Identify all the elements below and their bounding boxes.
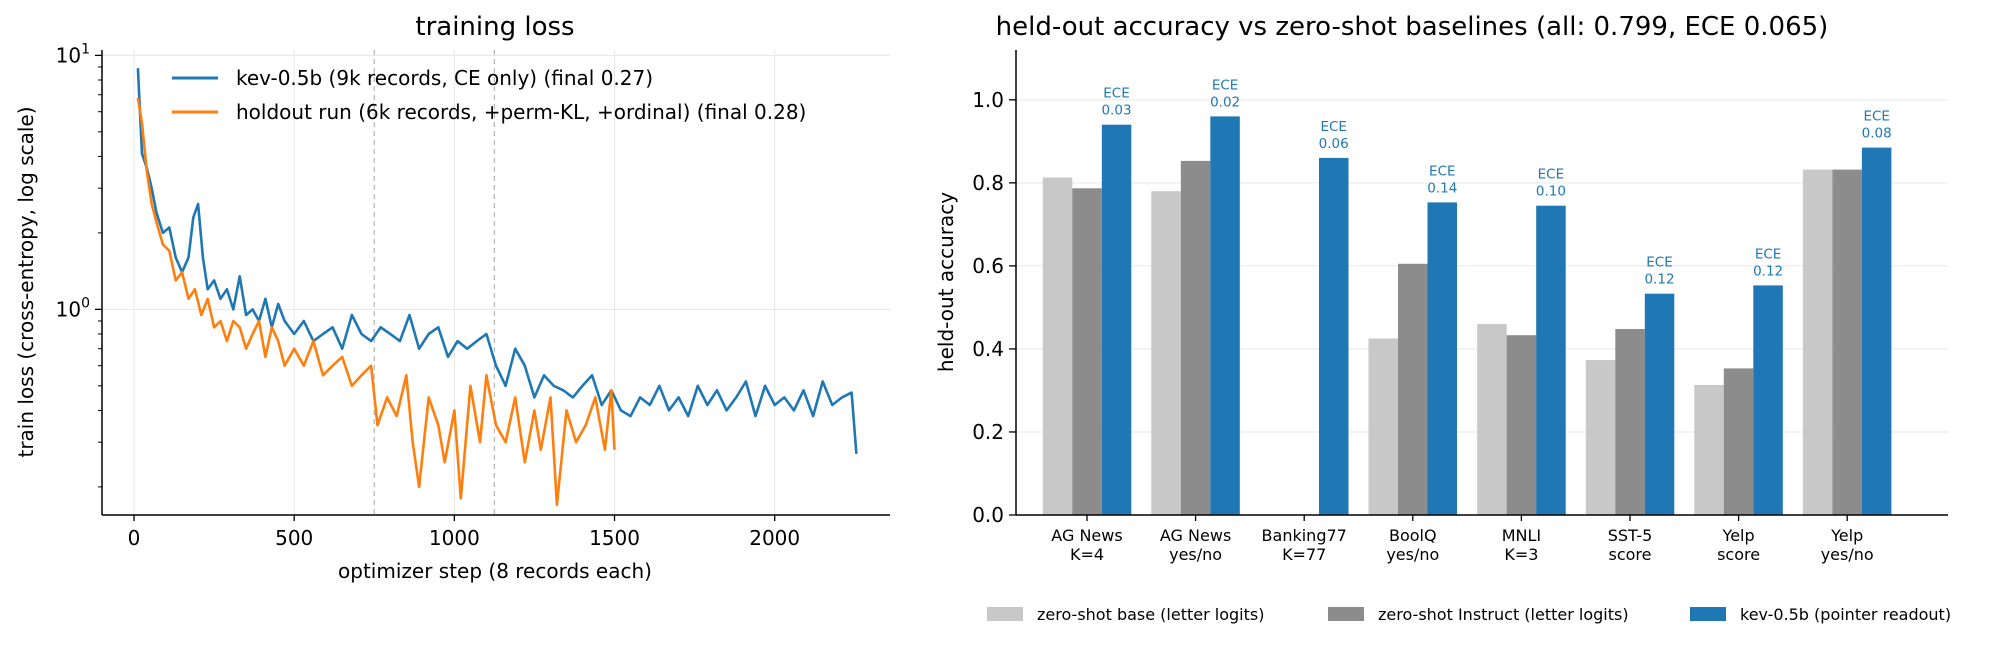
loss-legend: kev-0.5b (9k records, CE only) (final 0.… xyxy=(172,66,806,124)
bar-2-5 xyxy=(1644,293,1675,515)
bar-2-6 xyxy=(1753,285,1783,515)
bar-1-3 xyxy=(1398,263,1428,515)
loss-x-axis-label: optimizer step (8 records each) xyxy=(338,559,652,583)
bar-0-3 xyxy=(1368,338,1398,515)
accuracy-legend-swatch xyxy=(987,607,1023,621)
bar-0-0 xyxy=(1042,177,1073,515)
accuracy-y-tick-label: 0.8 xyxy=(972,171,1004,195)
accuracy-y-tick-label: 0.0 xyxy=(972,503,1004,527)
loss-y-ticks: 100 101 xyxy=(56,41,102,488)
accuracy-legend: zero-shot base (letter logits) zero-shot … xyxy=(987,605,1951,624)
ece-prefix: ECE xyxy=(1320,119,1347,135)
accuracy-y-tick-label: 0.6 xyxy=(972,254,1004,278)
bar-2-4 xyxy=(1536,205,1566,515)
loss-x-tick-label: 0 xyxy=(128,526,141,550)
bar-2-3 xyxy=(1427,202,1457,515)
category-label: yes/no xyxy=(1821,545,1874,564)
category-label: score xyxy=(1609,545,1652,564)
category-label: score xyxy=(1717,545,1760,564)
bar-1-6 xyxy=(1723,368,1754,515)
ece-prefix: ECE xyxy=(1212,77,1239,93)
category-label: MNLI xyxy=(1502,526,1541,545)
accuracy-legend-label: kev-0.5b (pointer readout) xyxy=(1740,605,1951,624)
category-label: BoolQ xyxy=(1389,526,1437,545)
accuracy-legend-label: zero-shot base (letter logits) xyxy=(1037,605,1264,624)
ece-value: 0.02 xyxy=(1210,94,1240,110)
ece-value: 0.14 xyxy=(1427,180,1457,196)
ece-annotations: ECE0.03ECE0.02ECE0.06ECE0.14ECE0.10ECE0.… xyxy=(1101,77,1891,287)
bar-0-5 xyxy=(1585,360,1616,515)
accuracy-y-tick-label: 1.0 xyxy=(972,88,1004,112)
category-label: Yelp xyxy=(1722,526,1755,545)
bar-2-2 xyxy=(1319,157,1349,515)
category-label: AG News xyxy=(1051,526,1122,545)
loss-y-axis-label: train loss (cross-entropy, log scale) xyxy=(14,106,38,457)
loss-chart: training loss 0 500 1000 1500 2000 100 101 op… xyxy=(14,12,890,583)
bar-1-4 xyxy=(1506,335,1537,515)
bar-1-5 xyxy=(1615,329,1645,515)
ece-prefix: ECE xyxy=(1103,86,1130,102)
loss-series-line-0 xyxy=(136,68,858,454)
bar-2-1 xyxy=(1210,116,1240,516)
accuracy-legend-swatch xyxy=(1328,607,1364,621)
loss-x-tick-label: 1500 xyxy=(589,526,640,550)
accuracy-legend-swatch xyxy=(1690,607,1726,621)
loss-y-tick-label: 101 xyxy=(56,41,90,67)
category-label: AG News xyxy=(1160,526,1231,545)
bar-1-7 xyxy=(1832,169,1862,515)
accuracy-y-axis-label: held-out accuracy xyxy=(934,192,958,372)
category-label: yes/no xyxy=(1386,545,1439,564)
category-label: Yelp xyxy=(1830,526,1863,545)
accuracy-y-tick-label: 0.2 xyxy=(972,420,1004,444)
bar-0-4 xyxy=(1477,324,1507,515)
loss-x-ticks: 0 500 1000 1500 2000 xyxy=(128,515,800,550)
loss-series xyxy=(136,68,858,507)
bar-0-7 xyxy=(1802,169,1833,515)
accuracy-chart: held-out accuracy vs zero-shot baselines… xyxy=(934,12,1951,624)
ece-value: 0.08 xyxy=(1862,126,1892,142)
bar-1-0 xyxy=(1072,188,1102,516)
bar-2-0 xyxy=(1101,124,1132,515)
ece-prefix: ECE xyxy=(1646,255,1673,271)
ece-value: 0.10 xyxy=(1536,184,1566,200)
accuracy-bars xyxy=(1042,116,1892,516)
category-label: K=3 xyxy=(1504,545,1538,564)
loss-x-tick-label: 2000 xyxy=(749,526,800,550)
accuracy-chart-title: held-out accuracy vs zero-shot baselines… xyxy=(996,12,1829,42)
ece-prefix: ECE xyxy=(1863,109,1890,125)
category-label: K=4 xyxy=(1070,545,1104,564)
loss-x-tick-label: 1000 xyxy=(429,526,480,550)
bar-2-7 xyxy=(1861,147,1892,515)
loss-y-tick-label: 100 xyxy=(56,295,90,321)
ece-value: 0.12 xyxy=(1753,263,1783,279)
bar-0-1 xyxy=(1151,191,1181,515)
loss-vlines xyxy=(373,50,496,515)
accuracy-y-ticks: 0.0 0.2 0.4 0.6 0.8 1.0 xyxy=(972,88,1016,527)
loss-x-tick-label: 500 xyxy=(275,526,313,550)
ece-prefix: ECE xyxy=(1538,167,1565,183)
ece-prefix: ECE xyxy=(1755,246,1782,262)
category-label: Banking77 xyxy=(1262,526,1347,545)
ece-prefix: ECE xyxy=(1429,163,1456,179)
loss-chart-title: training loss xyxy=(415,12,574,42)
ece-value: 0.06 xyxy=(1319,136,1349,152)
accuracy-y-tick-label: 0.4 xyxy=(972,337,1004,361)
ece-value: 0.12 xyxy=(1644,272,1674,288)
ece-value: 0.03 xyxy=(1101,103,1131,119)
category-label: SST-5 xyxy=(1608,526,1653,545)
accuracy-legend-label: zero-shot Instruct (letter logits) xyxy=(1378,605,1629,624)
category-label: yes/no xyxy=(1169,545,1222,564)
bar-1-1 xyxy=(1180,160,1211,515)
category-label: K=77 xyxy=(1282,545,1326,564)
loss-series-line-1 xyxy=(136,97,616,507)
loss-legend-label: holdout run (6k records, +perm-KL, +ordi… xyxy=(236,100,806,124)
loss-legend-label: kev-0.5b (9k records, CE only) (final 0.… xyxy=(236,66,653,90)
bar-0-6 xyxy=(1694,385,1724,515)
